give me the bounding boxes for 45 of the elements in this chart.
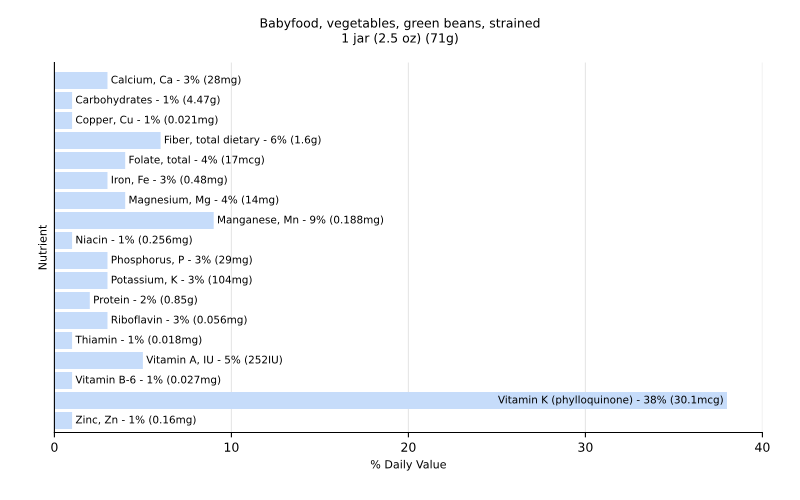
y-tick-label: Phosphorus, P - 3% (29mg) bbox=[112, 255, 252, 266]
bar bbox=[54, 372, 72, 389]
y-tick-label: Folate, total - 4% (17mcg) bbox=[130, 155, 264, 166]
x-tick-label: 10 bbox=[224, 442, 239, 452]
bar bbox=[54, 132, 161, 149]
y-tick-label: Thiamin - 1% (0.018mg) bbox=[75, 335, 202, 346]
bar bbox=[54, 292, 90, 309]
y-tick-label: Calcium, Ca - 3% (28mg) bbox=[111, 75, 240, 86]
x-tick-label: 30 bbox=[578, 442, 593, 452]
bar bbox=[54, 312, 108, 329]
bar bbox=[54, 412, 72, 429]
y-tick-label: Manganese, Mn - 9% (0.188mg) bbox=[218, 215, 384, 226]
chart-title: Babyfood, vegetables, green beans, strained bbox=[260, 18, 540, 30]
y-tick-label: Vitamin A, IU - 5% (252IU) bbox=[146, 355, 282, 365]
y-tick-label: Iron, Fe - 3% (0.48mg) bbox=[112, 175, 227, 186]
y-tick-label: Copper, Cu - 1% (0.021mg) bbox=[76, 115, 218, 126]
bar bbox=[54, 172, 108, 189]
bar bbox=[54, 232, 72, 249]
y-tick-label: Potassium, K - 3% (104mg) bbox=[112, 275, 252, 286]
y-axis-title: Nutrient bbox=[38, 224, 47, 270]
bar bbox=[54, 112, 72, 129]
y-tick-label: Vitamin K (phylloquinone) - 38% (30.1mcg) bbox=[498, 395, 723, 406]
y-tick-label: Vitamin B-6 - 1% (0.027mg) bbox=[75, 375, 220, 386]
bar bbox=[54, 252, 108, 269]
x-tick-label: 0 bbox=[51, 442, 58, 452]
bar bbox=[54, 72, 108, 89]
bar bbox=[54, 212, 214, 229]
y-tick-label: Magnesium, Mg - 4% (14mg) bbox=[130, 195, 278, 206]
chart-subtitle: 1 jar (2.5 oz) (71g) bbox=[342, 33, 458, 46]
bar bbox=[54, 332, 72, 349]
bar bbox=[54, 152, 126, 169]
bar bbox=[54, 192, 126, 209]
x-tick-label: 20 bbox=[401, 442, 416, 452]
bar bbox=[54, 352, 143, 369]
x-axis-title: % Daily Value bbox=[370, 460, 446, 471]
y-tick-label: Fiber, total dietary - 6% (1.6g) bbox=[164, 135, 321, 146]
x-tick-label: 40 bbox=[755, 442, 770, 452]
bar bbox=[54, 392, 727, 409]
y-tick-label: Carbohydrates - 1% (4.47g) bbox=[76, 95, 220, 106]
y-tick-label: Protein - 2% (0.85g) bbox=[94, 295, 197, 306]
bar bbox=[54, 92, 72, 109]
y-tick-label: Niacin - 1% (0.256mg) bbox=[76, 235, 192, 246]
y-tick-label: Riboflavin - 3% (0.056mg) bbox=[112, 315, 247, 326]
bar bbox=[54, 272, 108, 289]
y-tick-label: Zinc, Zn - 1% (0.16mg) bbox=[76, 415, 196, 426]
